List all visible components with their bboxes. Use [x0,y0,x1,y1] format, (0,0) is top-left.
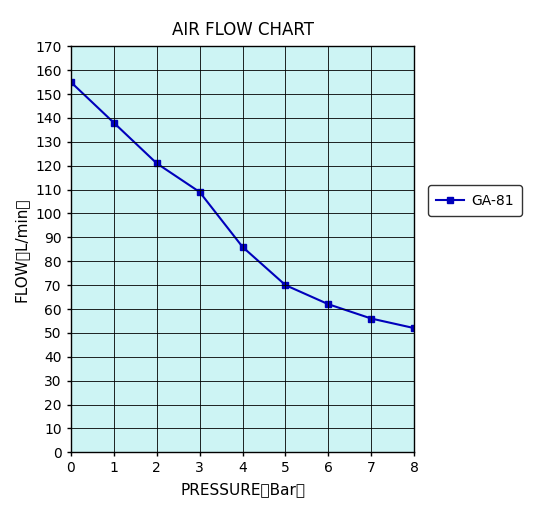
GA-81 [411,325,417,331]
GA-81 [282,282,289,288]
Line: GA-81: GA-81 [68,79,417,332]
GA-81 [68,79,74,85]
GA-81 [239,244,246,250]
Title: AIR FLOW CHART: AIR FLOW CHART [172,21,313,39]
GA-81 [154,160,160,167]
GA-81 [111,120,117,126]
GA-81 [196,189,203,195]
GA-81 [325,301,331,307]
GA-81 [368,316,374,322]
Y-axis label: FLOW（L/min）: FLOW（L/min） [14,197,28,302]
X-axis label: PRESSURE（Bar）: PRESSURE（Bar） [180,482,305,497]
Legend: GA-81: GA-81 [428,185,522,216]
